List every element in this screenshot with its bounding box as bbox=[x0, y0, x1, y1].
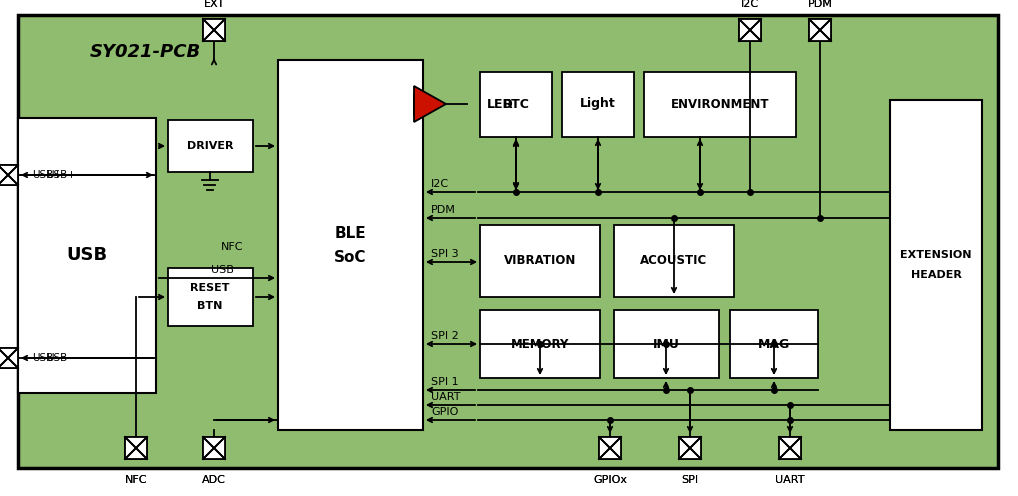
Bar bbox=[809, 19, 831, 41]
Text: VIBRATION: VIBRATION bbox=[504, 254, 576, 267]
Bar bbox=[0, 165, 18, 185]
Text: PDM: PDM bbox=[807, 0, 833, 9]
Bar bbox=[599, 437, 621, 459]
Bar bbox=[18, 118, 156, 393]
Text: SPI: SPI bbox=[681, 475, 698, 485]
Bar bbox=[644, 72, 796, 137]
Text: MAG: MAG bbox=[757, 337, 790, 351]
Bar bbox=[739, 19, 761, 41]
Bar bbox=[203, 437, 225, 459]
Text: USB: USB bbox=[66, 246, 108, 264]
Text: PDM: PDM bbox=[431, 205, 456, 215]
Bar bbox=[125, 437, 147, 459]
Bar bbox=[779, 437, 801, 459]
Text: UART: UART bbox=[776, 475, 805, 485]
Bar bbox=[125, 437, 147, 459]
Text: USB-: USB- bbox=[46, 353, 71, 363]
Bar bbox=[562, 72, 634, 137]
Polygon shape bbox=[414, 86, 446, 122]
Text: SPI 2: SPI 2 bbox=[431, 331, 459, 341]
Bar bbox=[614, 310, 719, 378]
Bar bbox=[203, 437, 225, 459]
Bar bbox=[679, 437, 701, 459]
Text: LED: LED bbox=[487, 98, 514, 111]
Text: SPI 1: SPI 1 bbox=[431, 377, 459, 387]
Text: RTC: RTC bbox=[503, 98, 529, 111]
Text: ADC: ADC bbox=[202, 475, 226, 485]
Text: NFC: NFC bbox=[221, 242, 243, 252]
Bar bbox=[203, 19, 225, 41]
Text: ENVIRONMENT: ENVIRONMENT bbox=[671, 98, 770, 111]
Text: GPIOx: GPIOx bbox=[593, 475, 627, 485]
Bar bbox=[809, 19, 831, 41]
Text: RESET: RESET bbox=[190, 283, 230, 293]
Text: EXT: EXT bbox=[204, 0, 225, 9]
Text: SPI 3: SPI 3 bbox=[431, 249, 459, 259]
Text: NFC: NFC bbox=[125, 475, 148, 485]
Text: ADC: ADC bbox=[202, 475, 226, 485]
Text: USB-: USB- bbox=[32, 353, 57, 363]
Text: SoC: SoC bbox=[334, 249, 366, 264]
Bar bbox=[480, 72, 552, 137]
Bar bbox=[779, 437, 801, 459]
Text: Light: Light bbox=[580, 98, 616, 111]
Text: ACOUSTIC: ACOUSTIC bbox=[640, 254, 708, 267]
Text: HEADER: HEADER bbox=[910, 270, 961, 280]
Text: SY021-PCB: SY021-PCB bbox=[90, 43, 202, 61]
Text: UART: UART bbox=[431, 392, 460, 402]
Text: I2C: I2C bbox=[741, 0, 759, 9]
Text: USB: USB bbox=[211, 265, 233, 275]
Bar bbox=[679, 437, 701, 459]
Bar bbox=[0, 348, 18, 368]
Text: EXTENSION: EXTENSION bbox=[900, 250, 972, 260]
Bar bbox=[203, 19, 225, 41]
Bar bbox=[480, 310, 600, 378]
Text: UART: UART bbox=[776, 475, 805, 485]
Bar bbox=[890, 100, 982, 430]
Text: MEMORY: MEMORY bbox=[511, 337, 569, 351]
Bar bbox=[168, 268, 253, 326]
Text: IMU: IMU bbox=[653, 337, 679, 351]
Text: SPI: SPI bbox=[681, 475, 698, 485]
Bar bbox=[599, 437, 621, 459]
Text: PDM: PDM bbox=[807, 0, 833, 9]
Text: DRIVER: DRIVER bbox=[186, 141, 233, 151]
Text: BLE: BLE bbox=[334, 226, 365, 241]
Text: GPIO: GPIO bbox=[431, 407, 458, 417]
Text: GPIOx: GPIOx bbox=[593, 475, 627, 485]
Bar bbox=[614, 225, 734, 297]
Text: EXT: EXT bbox=[204, 0, 225, 9]
Bar bbox=[168, 120, 253, 172]
Bar bbox=[480, 225, 600, 297]
Bar bbox=[278, 60, 423, 430]
Text: NFC: NFC bbox=[125, 475, 148, 485]
Bar bbox=[0, 348, 18, 368]
Text: USB+: USB+ bbox=[32, 170, 62, 180]
Text: I2C: I2C bbox=[741, 0, 759, 9]
Bar bbox=[0, 165, 18, 185]
Bar bbox=[730, 310, 818, 378]
Text: USB+: USB+ bbox=[46, 170, 76, 180]
Bar bbox=[739, 19, 761, 41]
Text: BTN: BTN bbox=[197, 301, 223, 311]
Text: I2C: I2C bbox=[431, 179, 449, 189]
